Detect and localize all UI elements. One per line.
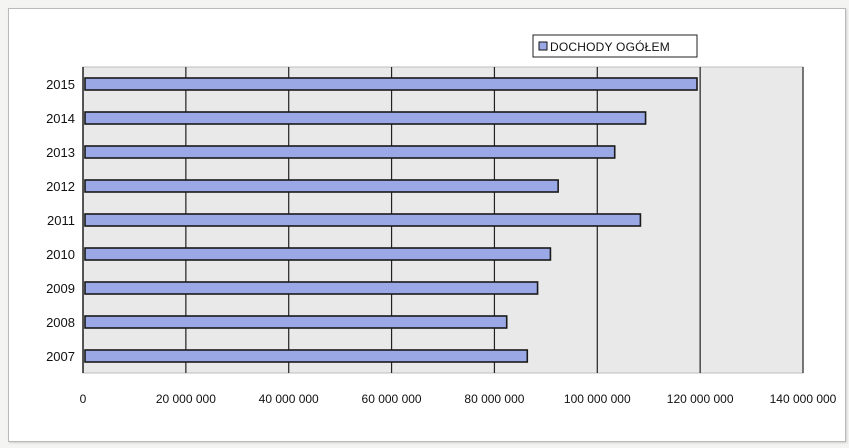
bar-2011 <box>84 213 642 227</box>
x-tick-label: 60 000 000 <box>362 392 422 406</box>
y-tick-label: 2013 <box>46 145 75 160</box>
x-tick-label: 20 000 000 <box>156 392 216 406</box>
x-tick-label: 100 000 000 <box>564 392 631 406</box>
x-tick-label: 120 000 000 <box>667 392 734 406</box>
x-tick-label: 40 000 000 <box>259 392 319 406</box>
x-axis-labels: 0 20 000 000 40 000 000 60 000 000 80 000 00… <box>80 392 837 406</box>
bar-2008 <box>84 315 508 329</box>
legend-box <box>532 34 698 58</box>
y-tick-label: 2008 <box>46 315 75 330</box>
x-tick-label: 80 000 000 <box>464 392 524 406</box>
bar-2009 <box>84 281 539 295</box>
bar-2010 <box>84 247 552 261</box>
bars <box>84 77 698 363</box>
x-tick-label: 140 000 000 <box>770 392 837 406</box>
bar-chart: 2007 2008 2009 2010 2011 2012 2013 2014 2015 0 20… <box>46 34 837 406</box>
legend-label: DOCHODY OGÓŁEM <box>550 39 670 54</box>
legend-swatch <box>538 41 548 51</box>
y-tick-label: 2007 <box>46 349 75 364</box>
chart-frame: 2007 2008 2009 2010 2011 2012 2013 2014 2015 0 20… <box>8 8 846 442</box>
y-tick-label: 2014 <box>46 111 75 126</box>
y-tick-label: 2010 <box>46 247 75 262</box>
legend: DOCHODY OGÓŁEM <box>532 34 698 58</box>
bar-2014 <box>84 111 647 125</box>
bar-2013 <box>84 145 616 159</box>
x-tick-label: 0 <box>80 392 87 406</box>
bar-2007 <box>84 349 529 363</box>
y-tick-label: 2015 <box>46 77 75 92</box>
y-tick-label: 2012 <box>46 179 75 194</box>
bar-2015 <box>84 77 698 91</box>
y-axis-labels: 2007 2008 2009 2010 2011 2012 2013 2014 2015 <box>46 77 75 364</box>
bar-2012 <box>84 179 559 193</box>
y-tick-label: 2011 <box>47 213 75 228</box>
y-tick-label: 2009 <box>46 281 75 296</box>
